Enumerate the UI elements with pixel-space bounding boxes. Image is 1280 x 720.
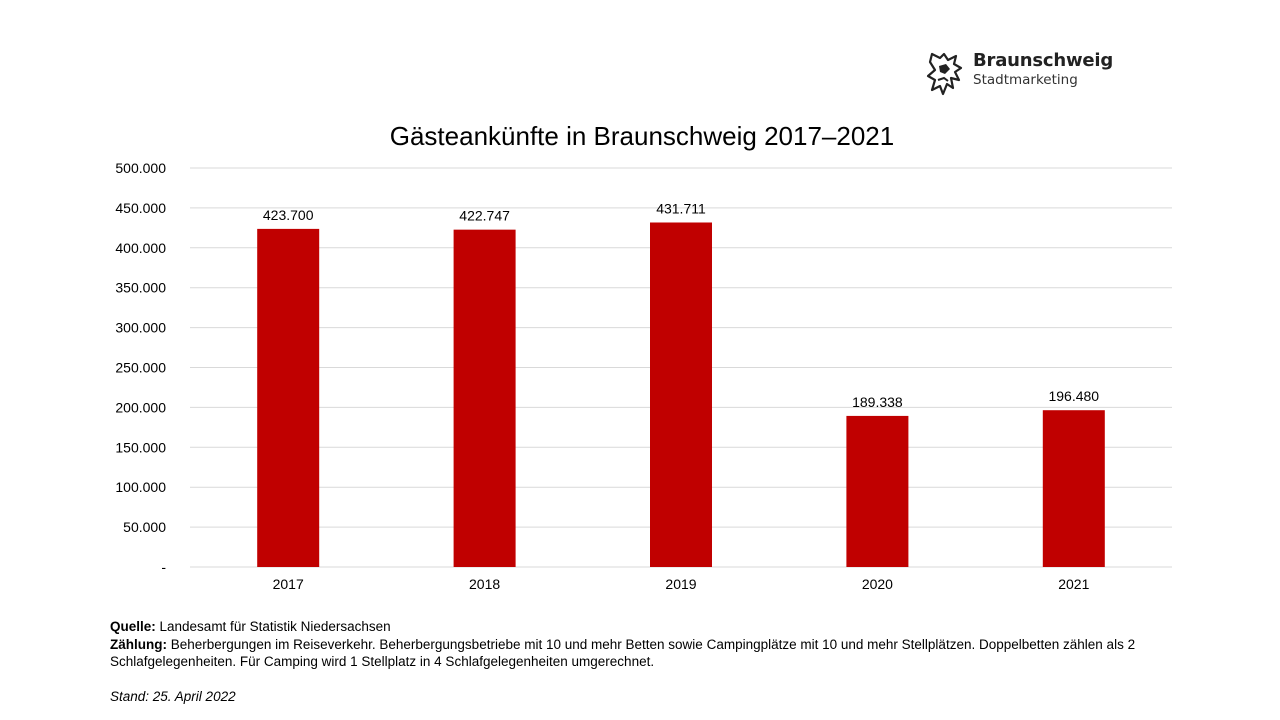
stand-date: Stand: 25. April 2022 bbox=[110, 688, 236, 704]
x-tick-label-2017: 2017 bbox=[273, 576, 304, 592]
x-tick-label-2019: 2019 bbox=[665, 576, 696, 592]
x-axis-tick-labels: 2017 2018 2019 2020 2021 bbox=[273, 576, 1090, 592]
bar-2021 bbox=[1042, 410, 1105, 567]
y-tick-label: 150.000 bbox=[115, 439, 166, 455]
y-tick-label: 300.000 bbox=[115, 320, 166, 336]
y-tick-label: 250.000 bbox=[115, 360, 166, 376]
logo-title: Braunschweig bbox=[973, 50, 1114, 71]
y-axis-tick-labels: - 50.000 100.000 150.000 200.000 250.000 300.0… bbox=[115, 160, 166, 575]
y-tick-label: 450.000 bbox=[115, 200, 166, 216]
bar-2019 bbox=[650, 222, 712, 567]
y-tick-label: 350.000 bbox=[115, 280, 166, 296]
x-tick-label-2021: 2021 bbox=[1058, 576, 1089, 592]
y-tick-label: 500.000 bbox=[115, 160, 166, 176]
data-label-2020: 189.338 bbox=[852, 394, 903, 410]
source-note: Quelle: Landesamt für Statistik Niedersa… bbox=[110, 618, 1220, 636]
source-text: Landesamt für Statistik Niedersachsen bbox=[155, 619, 391, 634]
y-tick-label: 50.000 bbox=[123, 519, 166, 535]
data-label-2021: 196.480 bbox=[1048, 388, 1099, 404]
x-tick-label-2018: 2018 bbox=[469, 576, 500, 592]
brand-logo: Braunschweig Stadtmarketing bbox=[926, 50, 1116, 102]
bar-chart: - 50.000 100.000 150.000 200.000 250.000 300.0… bbox=[115, 160, 1172, 592]
logo-subtitle: Stadtmarketing bbox=[973, 72, 1078, 88]
chart-notes: Quelle: Landesamt für Statistik Niedersa… bbox=[110, 618, 1220, 705]
bar-2017 bbox=[257, 228, 320, 568]
count-note: Zählung: Beherbergungen im Reiseverkehr.… bbox=[110, 636, 1220, 671]
data-label-2018: 422.747 bbox=[459, 208, 510, 224]
source-label: Quelle: bbox=[110, 619, 156, 634]
y-tick-label: - bbox=[161, 559, 166, 575]
count-label: Zählung: bbox=[110, 636, 167, 652]
x-tick-label-2020: 2020 bbox=[862, 576, 893, 592]
y-tick-label: 100.000 bbox=[115, 479, 166, 495]
data-label-2017: 423.700 bbox=[263, 207, 314, 223]
bars bbox=[257, 222, 1105, 568]
y-tick-label: 200.000 bbox=[115, 399, 166, 415]
y-tick-label: 400.000 bbox=[115, 240, 166, 256]
bar-2018 bbox=[453, 229, 516, 567]
braunschweig-lion-icon bbox=[926, 52, 963, 96]
data-labels: 423.700 422.747 431.711 189.338 196.480 bbox=[263, 200, 1099, 409]
bar-2020 bbox=[846, 415, 909, 567]
count-text: Beherbergungen im Reiseverkehr. Beherber… bbox=[110, 636, 1136, 670]
chart-title: Gästeankünfte in Braunschweig 2017–2021 bbox=[389, 121, 895, 151]
data-label-2019: 431.711 bbox=[656, 200, 706, 216]
